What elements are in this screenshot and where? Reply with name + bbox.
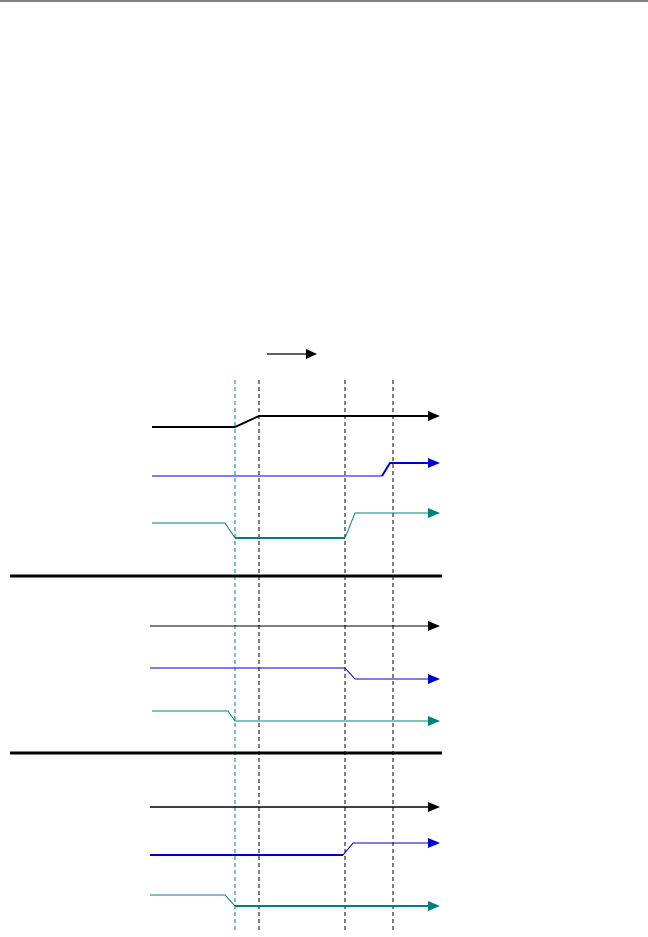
signal-blue: [342, 842, 430, 856]
arrowhead: [428, 802, 440, 812]
signal-teal: [152, 522, 236, 539]
signal-teal: [152, 710, 430, 722]
signal-teal: [150, 894, 236, 907]
arrowhead: [306, 349, 317, 359]
arrowhead: [428, 716, 440, 726]
arrowhead: [428, 674, 440, 684]
signal-blue: [150, 667, 430, 680]
arrowhead: [428, 838, 440, 848]
arrowhead: [428, 458, 440, 468]
arrowhead: [428, 621, 440, 631]
arrowhead: [428, 508, 440, 518]
signal-teal: [344, 512, 430, 539]
arrowhead: [428, 411, 440, 421]
signal-black: [152, 415, 430, 428]
arrowhead: [428, 901, 440, 911]
signal-blue: [381, 462, 430, 477]
